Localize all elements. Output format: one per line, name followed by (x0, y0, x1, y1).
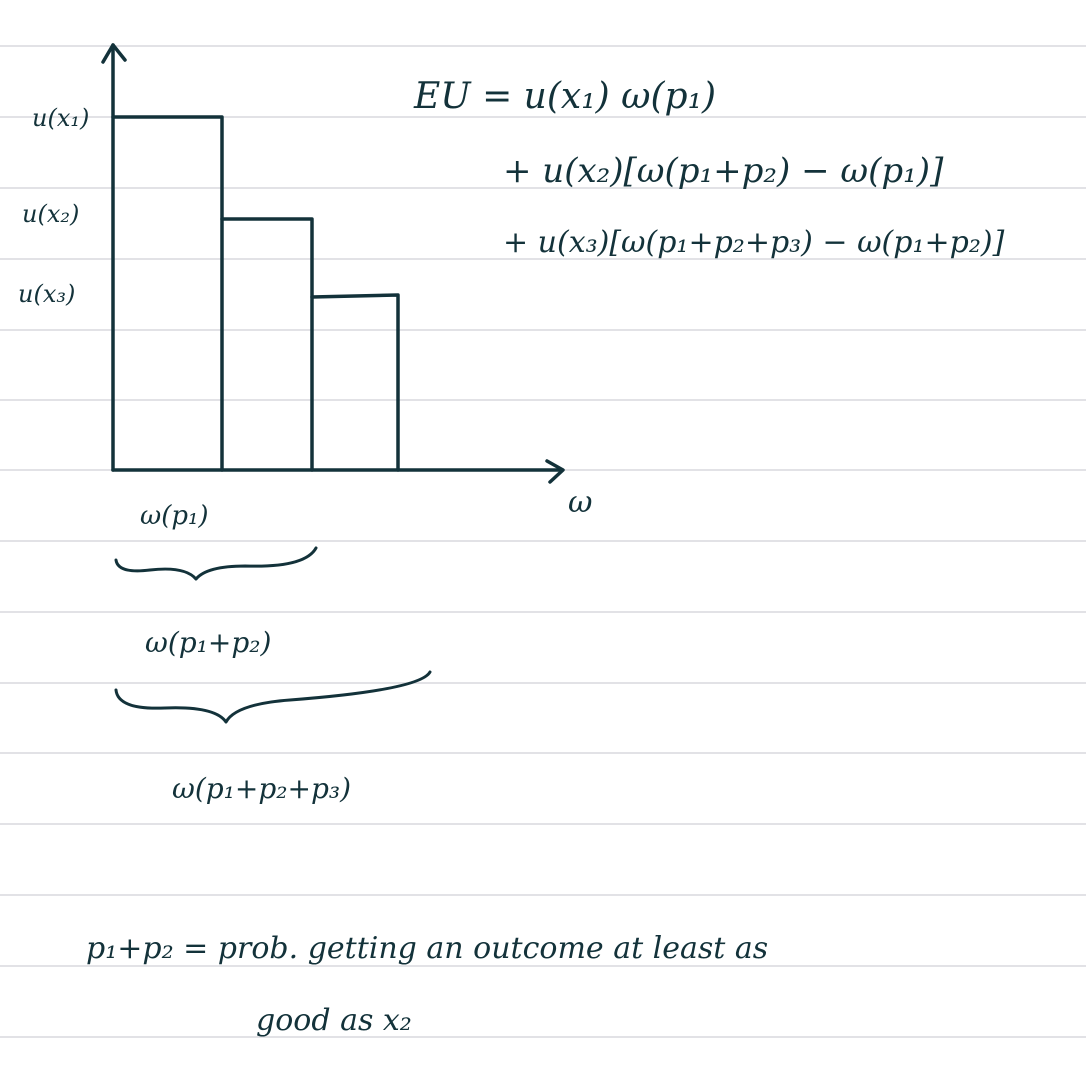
brace-label-2: ω(p₁+p₂) (145, 626, 271, 659)
equation-line-3: + u(x₃)[ω(p₁+p₂+p₃) − ω(p₁+p₂)] (503, 225, 1005, 260)
definition-note: p₁+p₂ = prob. getting an outcome at leas… (86, 931, 768, 1038)
expected-utility-equation: EU = u(x₁) ω(p₁) + u(x₂)[ω(p₁+p₂) − ω(p₁… (413, 76, 1005, 260)
equation-line-2: + u(x₂)[ω(p₁+p₂) − ω(p₁)] (503, 151, 944, 191)
note-line-1: p₁+p₂ = prob. getting an outcome at leas… (86, 931, 768, 966)
bar-3 (310, 293, 400, 472)
y-axis-arrowhead (101, 43, 127, 64)
step-bars (111, 115, 400, 472)
brace-2 (114, 670, 432, 724)
x-axis-label: ω (568, 485, 592, 520)
bar-2 (220, 217, 314, 472)
y-label-u-x3: u(x₃) (18, 280, 75, 308)
brace-label-1: ω(p₁) (140, 501, 209, 531)
brace-label-3: ω(p₁+p₂+p₃) (172, 772, 351, 805)
note-line-2: good as x₂ (256, 1003, 412, 1038)
y-label-u-x2: u(x₂) (22, 200, 79, 228)
brace-1 (114, 546, 318, 581)
equation-line-1: EU = u(x₁) ω(p₁) (413, 76, 716, 117)
x-axis-arrowhead (545, 459, 565, 484)
y-label-u-x1: u(x₁) (32, 104, 89, 132)
bar-1 (111, 115, 224, 472)
ruled-lines (0, 45, 1086, 1038)
